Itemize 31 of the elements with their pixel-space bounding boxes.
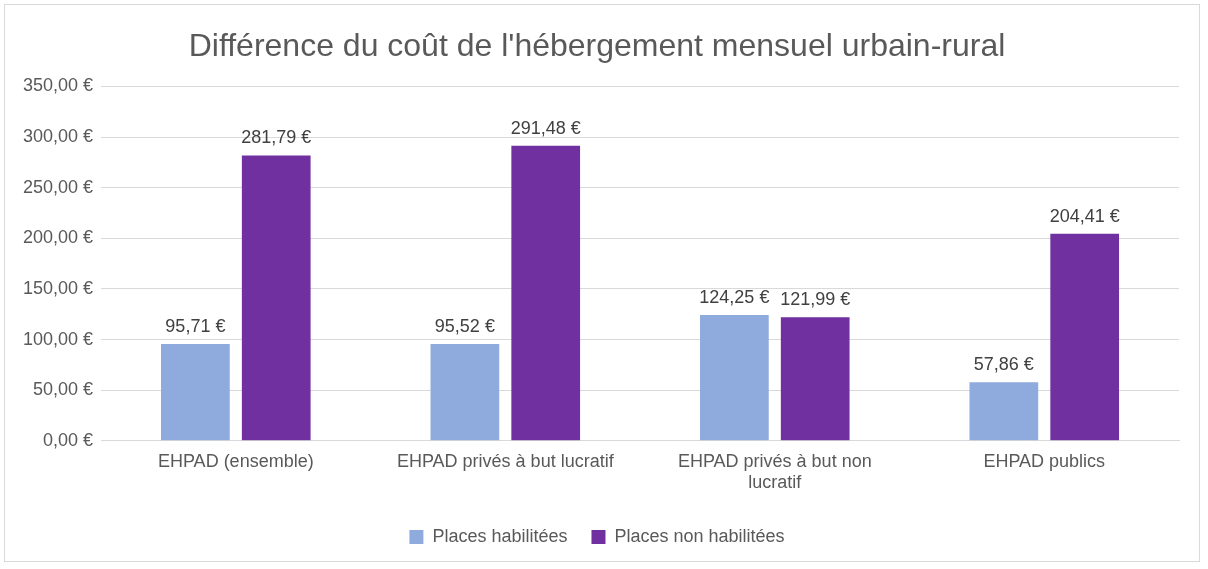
x-tick-label: EHPAD privés à but non lucratif	[677, 450, 872, 493]
data-label: 291,48 €	[510, 117, 581, 138]
y-tick-label: 350,00 €	[22, 75, 94, 96]
y-tick-label: 0,00 €	[43, 429, 94, 450]
data-label: 57,86 €	[973, 354, 1034, 375]
x-tick-label: EHPAD publics	[983, 450, 1106, 471]
bar	[969, 382, 1039, 441]
y-tick-label: 100,00 €	[22, 328, 94, 349]
data-label: 95,71 €	[165, 315, 226, 336]
data-label: 121,99 €	[780, 289, 851, 310]
data-label: 281,79 €	[241, 127, 312, 148]
bar	[699, 314, 769, 441]
y-tick-label: 250,00 €	[22, 176, 94, 197]
bar	[241, 155, 311, 441]
legend-label: Places habilitées	[432, 525, 568, 546]
data-label: 124,25 €	[699, 286, 770, 307]
bar	[780, 317, 850, 441]
y-tick-label: 200,00 €	[22, 227, 94, 248]
y-tick-label: 300,00 €	[22, 126, 94, 146]
x-tick-label: EHPAD (ensemble)	[157, 450, 314, 471]
y-tick-label: 150,00 €	[22, 277, 94, 298]
bar	[161, 343, 230, 441]
y-tick-label: 50,00 €	[33, 379, 94, 400]
x-tick-label: EHPAD privés à but lucratif	[396, 450, 615, 471]
chart-title: Différence du coût de l'hébergement mensuel urbain-rural	[188, 27, 1006, 64]
data-label: 204,41 €	[1049, 205, 1120, 226]
bar	[511, 145, 581, 441]
bar	[430, 344, 500, 441]
legend-label: Places non habilitées	[614, 525, 785, 546]
data-label: 95,52 €	[434, 316, 495, 337]
bar	[1050, 233, 1120, 441]
